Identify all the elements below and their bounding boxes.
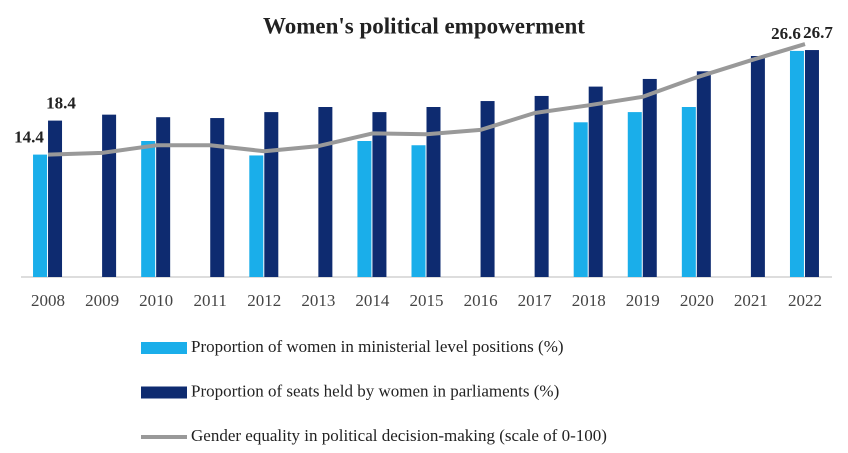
bar — [750, 56, 765, 277]
legend-label: Proportion of women in ministerial level… — [191, 337, 564, 356]
bar — [141, 141, 156, 277]
bar — [33, 154, 48, 277]
data-label: 18.4 — [46, 94, 76, 113]
line — [47, 42, 806, 157]
bar — [48, 120, 63, 277]
bar — [588, 86, 603, 277]
legend-swatch — [141, 386, 187, 399]
x-tick-label: 2019 — [626, 291, 660, 310]
bar — [426, 107, 441, 277]
x-tick-label: 2017 — [518, 291, 553, 310]
bar — [264, 112, 279, 277]
x-tick-label: 2016 — [464, 291, 498, 310]
data-label: 14.4 — [14, 128, 44, 147]
bar — [210, 118, 225, 277]
bar — [372, 112, 387, 277]
x-tick-label: 2012 — [247, 291, 281, 310]
bar — [480, 101, 495, 277]
legend-label: Proportion of seats held by women in par… — [191, 381, 559, 400]
bar — [411, 145, 426, 277]
bar — [681, 107, 696, 277]
x-tick-label: 2009 — [85, 291, 119, 310]
x-tick-label: 2018 — [572, 291, 606, 310]
x-tick-label: 2010 — [139, 291, 173, 310]
bar — [627, 112, 642, 277]
bar — [156, 117, 171, 277]
legend-label: Gender equality in political decision-ma… — [191, 426, 607, 445]
bar — [789, 50, 804, 278]
bar — [642, 78, 657, 277]
x-tick-label: 2020 — [680, 291, 714, 310]
x-tick-label: 2008 — [31, 291, 65, 310]
data-label: 26.6 — [771, 24, 801, 43]
bar — [573, 122, 588, 277]
legend-swatch — [141, 342, 187, 354]
x-tick-label: 2013 — [301, 291, 335, 310]
x-tick-label: 2014 — [355, 291, 390, 310]
bar — [534, 95, 549, 277]
bar — [696, 71, 711, 277]
x-tick-label: 2021 — [734, 291, 768, 310]
x-tick-label: 2015 — [410, 291, 444, 310]
x-tick-label: 2022 — [788, 291, 822, 310]
bar — [102, 114, 117, 278]
bar — [249, 155, 264, 277]
data-label: 26.7 — [803, 23, 833, 42]
x-tick-label: 2011 — [194, 291, 227, 310]
chart-title: Women's political empowerment — [263, 13, 585, 38]
bar — [318, 107, 333, 277]
bar — [357, 141, 372, 277]
bar — [804, 50, 819, 277]
